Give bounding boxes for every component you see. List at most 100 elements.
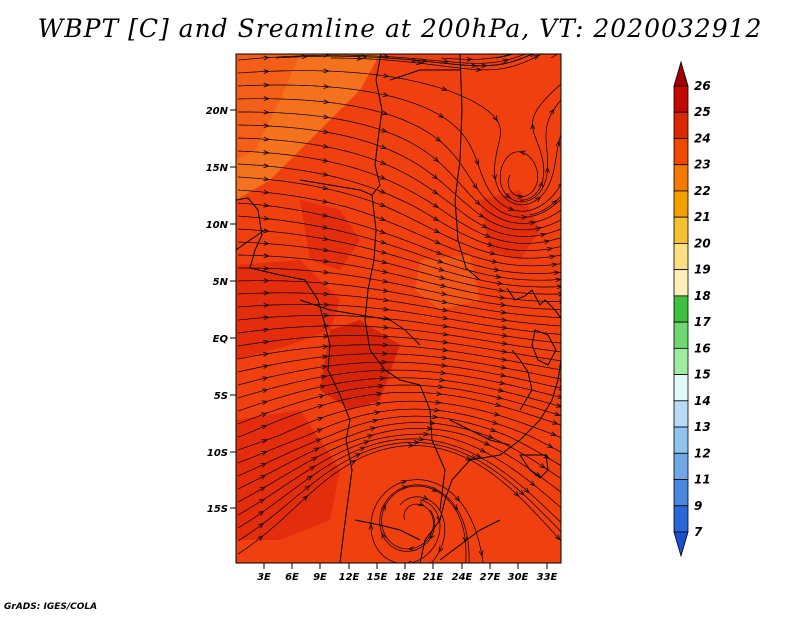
streamline-arrow — [301, 54, 308, 60]
streamline-arrow — [530, 122, 535, 130]
streamline-arrow — [479, 447, 487, 453]
streamline — [237, 438, 561, 529]
streamline — [237, 84, 561, 212]
streamline-arrow — [549, 108, 555, 115]
streamline-arrow — [554, 534, 561, 541]
coastline — [531, 329, 557, 366]
streamline-arrow — [535, 226, 542, 232]
streamline-arrow — [263, 253, 270, 259]
streamline-arrow — [432, 174, 439, 180]
streamline-arrow — [487, 242, 494, 247]
streamline-arrow — [499, 295, 506, 300]
streamline-arrow — [356, 56, 363, 61]
streamline-arrow — [441, 299, 449, 305]
streamline-arrow — [378, 383, 385, 389]
colorbar-label: 9 — [694, 499, 702, 513]
streamline-arrow — [519, 150, 526, 156]
colorbar-label: 14 — [694, 394, 711, 408]
streamline-arrow — [499, 380, 506, 386]
streamline-arrow — [258, 510, 265, 516]
streamline-arrow — [481, 223, 488, 229]
streamline-arrow — [379, 375, 386, 381]
lat-label: 20N — [206, 106, 229, 117]
streamline — [237, 400, 561, 451]
streamline-arrow — [462, 536, 468, 543]
colorbar-label: 25 — [694, 105, 711, 119]
streamline-arrow — [501, 357, 508, 362]
streamline-arrow — [323, 114, 330, 120]
streamline-arrow — [434, 239, 442, 245]
temperature-patches — [236, 54, 540, 540]
streamline-arrow — [441, 362, 448, 368]
streamline-arrow — [382, 351, 389, 357]
streamline-arrow — [492, 174, 497, 181]
streamline-arrow — [261, 439, 269, 444]
streamline-arrow — [426, 426, 433, 431]
streamline-arrow — [438, 112, 445, 119]
lat-label: EQ — [213, 334, 229, 345]
lon-label: 12E — [339, 572, 360, 583]
coastline — [511, 349, 533, 411]
streamline-arrow — [552, 420, 559, 425]
streamline-arrow — [422, 495, 429, 500]
streamline-arrow — [523, 487, 530, 494]
colorbar-label: 12 — [694, 446, 711, 460]
streamline-arrow — [322, 143, 330, 149]
streamline-arrow — [263, 241, 270, 246]
streamline-arrow — [436, 515, 441, 523]
streamline — [237, 137, 561, 237]
grads-credit: GrADS: IGES/COLA — [4, 602, 98, 612]
streamline-arrow — [261, 400, 269, 406]
longitude-axis: 3E 6E 9E 12E 15E 18E 21E 24E 27E 30E 33E — [257, 563, 558, 583]
streamline — [331, 54, 543, 71]
streamline — [550, 54, 559, 59]
streamline-arrow — [555, 140, 561, 147]
streamline-arrow — [380, 368, 387, 373]
colorbar-label: 24 — [694, 131, 711, 145]
streamline-arrow — [474, 199, 481, 206]
streamline-arrow — [374, 410, 381, 416]
streamline-arrow — [517, 194, 524, 200]
streamlines — [237, 54, 561, 563]
streamline-arrow — [379, 202, 387, 207]
streamline — [237, 315, 561, 344]
streamline-arrow — [320, 374, 328, 380]
streamline-arrow — [440, 283, 447, 288]
coastlines — [236, 54, 561, 563]
lat-label: 15S — [207, 504, 228, 515]
streamline-arrow — [513, 491, 520, 497]
streamline-arrow — [263, 55, 270, 61]
streamline-arrow — [487, 434, 494, 439]
streamline-arrow — [263, 189, 270, 195]
coastline — [449, 419, 511, 446]
streamline-arrow — [438, 267, 445, 272]
streamline — [237, 408, 561, 464]
streamline-arrow — [263, 163, 270, 169]
streamline-arrow — [538, 181, 543, 188]
streamline-arrow — [493, 267, 501, 272]
map-area — [236, 54, 561, 563]
streamline-arrow — [262, 364, 270, 369]
lon-label: 9E — [313, 572, 327, 583]
colorbar-segment — [673, 243, 689, 271]
streamline-arrow — [318, 394, 326, 399]
streamline-arrow — [379, 229, 387, 234]
streamline-arrow — [382, 92, 390, 97]
streamline-arrow — [262, 376, 269, 381]
colorbar-segment — [673, 216, 689, 244]
streamline-arrow — [442, 339, 449, 345]
coastline — [371, 54, 383, 196]
streamline-arrow — [543, 239, 551, 245]
streamline-arrow — [263, 96, 270, 102]
streamline-arrow — [475, 67, 483, 72]
colorbar-cap-bottom — [673, 531, 689, 558]
lat-label: 15N — [206, 163, 229, 174]
streamline — [237, 228, 561, 288]
streamline-arrow — [361, 54, 368, 60]
coastline — [454, 54, 481, 281]
lon-label: 24E — [452, 572, 473, 583]
streamline-arrow — [263, 315, 270, 321]
streamline-arrow — [498, 387, 505, 393]
streamline-arrow — [500, 302, 507, 308]
streamline-arrow — [263, 202, 270, 208]
